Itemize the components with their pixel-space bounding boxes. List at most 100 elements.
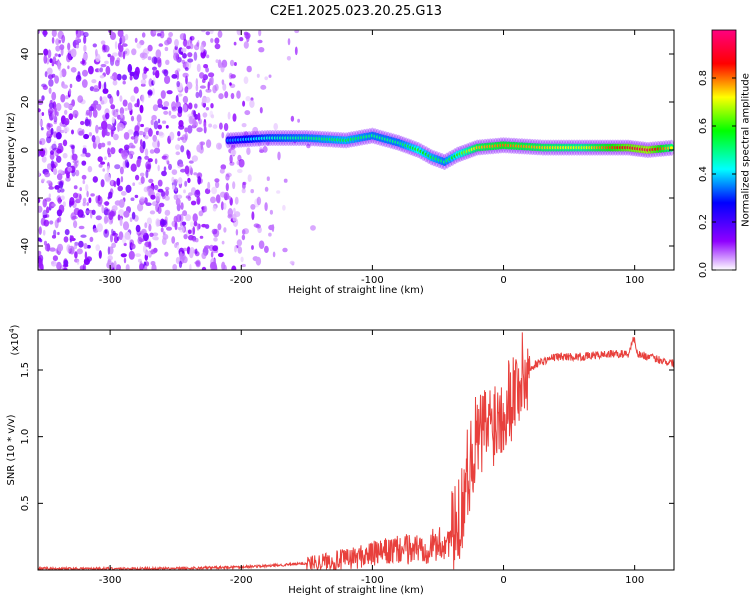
spectrogram-noise-blob: [160, 227, 164, 233]
spectrogram-noise-blob: [63, 109, 68, 115]
spectrogram-noise-blob: [88, 65, 94, 75]
spectrogram-noise-blob: [155, 49, 162, 59]
spectrogram-noise-blob: [89, 236, 94, 242]
spectrogram-noise-blob: [41, 95, 45, 101]
spectrogram-noise-blob: [199, 85, 206, 89]
spectrogram-noise-blob: [184, 165, 190, 175]
spectrogram-noise-blob: [237, 154, 242, 162]
spectrogram-noise-blob: [151, 114, 157, 121]
spectrogram-noise-blob: [56, 111, 59, 117]
spectrogram-noise-blob: [51, 234, 57, 239]
spectrogram-noise-blob: [135, 224, 141, 233]
spectrogram-noise-blob: [166, 226, 172, 231]
spectrogram-noise-blob: [184, 86, 189, 94]
spectrogram-noise-blob: [97, 194, 101, 202]
spectrogram-noise-blob: [82, 263, 87, 270]
spectrogram-noise-blob: [119, 166, 124, 175]
colorbar-tick-label: 0.2: [698, 214, 709, 230]
spectrogram-noise-blob: [51, 61, 55, 67]
spectrogram-noise-blob: [100, 179, 105, 188]
spectrogram-noise-blob: [157, 206, 162, 215]
spectrogram-noise-blob: [277, 151, 281, 161]
snr-x-label: Height of straight line (km): [288, 585, 424, 596]
spectrogram-noise-blob: [234, 196, 239, 205]
spectrogram-noise-blob: [38, 250, 42, 256]
spectrogram-noise-blob: [144, 251, 151, 256]
spectrogram-noise-blob: [210, 76, 214, 86]
spectrogram-noise-blob: [207, 81, 210, 91]
spectrogram-noise-blob: [174, 39, 179, 47]
spectrogram-noise-blob: [187, 52, 193, 58]
spectrogram-noise-blob: [92, 43, 98, 48]
spectrogram-noise-blob: [223, 202, 227, 210]
spectrogram-noise-blob: [120, 112, 124, 119]
spectrogram-noise-blob: [242, 228, 249, 235]
spectrogram-noise-blob: [82, 145, 87, 149]
spectrogram-noise-blob: [72, 160, 79, 164]
spectrogram-noise-blob: [84, 251, 88, 260]
spectrogram-noise-blob: [67, 65, 70, 70]
spectrogram-noise-blob: [171, 106, 178, 112]
spectrogram-noise-blob: [150, 194, 156, 200]
spectrogram-noise-blob: [230, 149, 237, 156]
spectrogram-noise-blob: [256, 73, 260, 78]
spectrogram-noise-blob: [266, 176, 270, 181]
spectrogram-noise-blob: [157, 164, 160, 172]
spectrogram-noise-blob: [258, 30, 262, 37]
spectrogram-noise-blob: [69, 248, 73, 253]
spectrogram-noise-blob: [83, 44, 87, 53]
spectrogram-noise-blob: [107, 93, 112, 99]
spectrogram-noise-blob: [56, 261, 62, 270]
spectrogram-noise-blob: [163, 110, 169, 115]
spectrogram-noise-blob: [117, 114, 121, 120]
spectrogram-noise-blob: [172, 184, 175, 190]
spectrogram-noise-blob: [197, 176, 202, 185]
spectrogram-noise-blob: [133, 86, 139, 94]
spectrogram-noise-blob: [145, 161, 152, 170]
spectrogram-noise-blob: [182, 72, 189, 78]
spectrogram-noise-blob: [106, 123, 112, 129]
spectrogram-noise-blob: [62, 152, 68, 159]
spectrogram-noise-blob: [201, 266, 207, 270]
spectrogram-noise-blob: [149, 149, 155, 154]
spectrogram-noise-blob: [234, 245, 237, 253]
spectrogram-noise-blob: [223, 123, 229, 131]
spectrogram-noise-blob: [157, 118, 161, 124]
spectrogram-noise-blob: [144, 155, 150, 160]
spectrogram-noise-blob: [183, 38, 188, 47]
spectrogram-noise-blob: [62, 201, 66, 208]
spectrogram-noise-blob: [196, 127, 203, 133]
spectrogram-noise-blob: [130, 115, 135, 122]
spectrogram-noise-blob: [141, 131, 148, 135]
spectrogram-x-ticks: -300 -200 -100 0 100: [99, 30, 644, 286]
spectrogram-noise-blob: [233, 62, 237, 66]
spectrogram-noise-blob: [153, 147, 161, 154]
spectrogram-noise-blob: [58, 53, 61, 58]
spectrogram-noise-blob: [104, 173, 111, 181]
spectrogram-noise-blob: [197, 112, 201, 122]
spectrogram-noise-blob: [178, 120, 184, 127]
spectrogram-noise-blob: [155, 192, 161, 202]
spectrogram-noise-blob: [144, 222, 148, 229]
spectrogram-noise-blob: [130, 197, 135, 201]
spectrogram-noise-blob: [148, 128, 153, 137]
spectrogram-noise-blob: [131, 48, 137, 56]
figure-title: C2E1.2025.023.20.25.G13: [270, 4, 442, 19]
spectrogram-noise-blob: [242, 100, 246, 107]
spectrogram-noise-blob: [63, 236, 69, 243]
spectrogram-noise-blob: [91, 209, 96, 215]
spectrogram-noise-blob: [39, 119, 43, 127]
spectrogram-noise-blob: [186, 151, 191, 159]
snr-y-tick-label: 0.5: [20, 495, 31, 511]
spectrogram-noise-blob: [218, 93, 224, 100]
spectrogram-noise-blob: [57, 197, 62, 204]
spectrogram-noise-blob: [56, 155, 62, 163]
spectrogram-noise-blob: [47, 74, 54, 80]
spectrogram-noise-blob: [172, 264, 178, 270]
spectrogram-noise-blob: [74, 113, 78, 119]
spectrogram-noise-blob: [258, 240, 265, 249]
spectrogram-noise-blob: [174, 70, 179, 75]
spectrogram-noise-blob: [71, 129, 74, 135]
spectrogram-noise-blob: [141, 228, 147, 236]
spectrogram-y-tick-label: 40: [20, 48, 31, 61]
